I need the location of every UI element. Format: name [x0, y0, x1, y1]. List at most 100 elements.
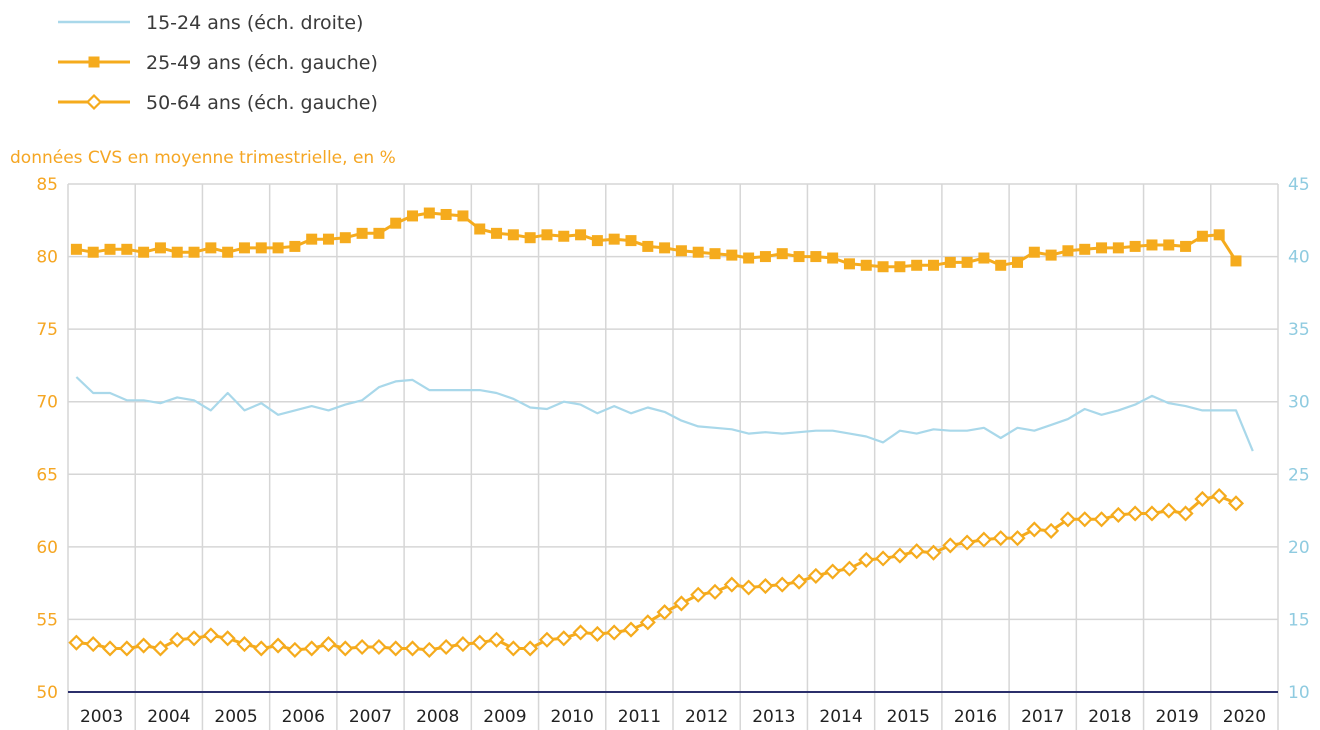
data-point: [303, 640, 320, 657]
x-tick-label: 2017: [1021, 707, 1064, 727]
data-point: [827, 252, 839, 264]
data-point: [1096, 242, 1108, 254]
data-point: [236, 636, 253, 653]
data-point: [390, 217, 402, 229]
data-point: [238, 242, 250, 254]
right-tick-label: 15: [1288, 610, 1310, 630]
data-point: [656, 604, 673, 621]
data-point: [1196, 230, 1208, 242]
x-tick-label: 2020: [1223, 707, 1266, 727]
data-point: [558, 230, 570, 242]
data-point: [387, 640, 404, 657]
data-point: [1076, 511, 1093, 528]
data-point: [1009, 530, 1026, 547]
left-tick-label: 85: [36, 175, 58, 195]
right-tick-label: 35: [1288, 320, 1310, 340]
data-point: [877, 261, 889, 273]
data-point: [202, 627, 219, 644]
data-point: [978, 252, 990, 264]
right-tick-label: 40: [1288, 248, 1310, 268]
data-point: [440, 208, 452, 220]
x-tick-label: 2004: [147, 707, 190, 727]
data-point: [1160, 502, 1177, 519]
data-point: [169, 631, 186, 648]
data-point: [104, 243, 116, 255]
data-point: [85, 93, 103, 111]
data-point: [152, 640, 169, 657]
data-point: [524, 232, 536, 244]
right-tick-label: 45: [1288, 175, 1310, 195]
data-point: [457, 210, 469, 222]
data-point: [70, 243, 82, 255]
legend-item: 25-49 ans (éch. gauche): [58, 52, 378, 74]
x-tick-label: 2008: [416, 707, 459, 727]
data-point: [591, 235, 603, 247]
data-point: [1110, 506, 1127, 523]
data-point: [992, 530, 1009, 547]
data-point: [68, 634, 85, 651]
data-point: [488, 631, 505, 648]
data-point: [793, 251, 805, 263]
data-point: [1093, 511, 1110, 528]
data-point: [575, 229, 587, 241]
data-point: [1213, 229, 1225, 241]
data-point: [101, 640, 119, 657]
data-point: [320, 636, 337, 653]
data-point: [622, 621, 640, 638]
left-tick-label: 55: [36, 610, 58, 630]
data-point: [354, 638, 371, 656]
data-point: [188, 246, 200, 258]
data-point: [219, 630, 236, 647]
grid: [67, 183, 1279, 730]
data-point: [858, 551, 875, 568]
data-point: [171, 246, 183, 258]
data-point: [824, 563, 841, 580]
data-point: [306, 233, 318, 245]
data-point: [270, 637, 287, 654]
data-point: [370, 638, 387, 656]
data-point: [608, 233, 620, 245]
data-point: [474, 223, 486, 235]
data-point: [1143, 505, 1161, 522]
data-point: [289, 240, 301, 252]
left-axis-ticks: 50 55 60 65 70 75 80 85: [36, 175, 58, 703]
x-tick-label: 2019: [1156, 707, 1199, 727]
x-tick-label: 2013: [752, 707, 795, 727]
x-tick-label: 2015: [887, 707, 930, 727]
right-tick-label: 10: [1288, 683, 1310, 703]
data-point: [807, 567, 824, 584]
data-point: [1146, 239, 1158, 251]
data-point: [975, 531, 992, 548]
data-point: [1129, 240, 1141, 252]
data-point: [339, 232, 351, 244]
data-point: [454, 636, 471, 653]
data-point: [373, 227, 385, 239]
legend-label: 15-24 ans (éch. droite): [146, 12, 363, 34]
data-point: [1045, 249, 1057, 261]
data-point: [944, 256, 956, 268]
left-tick-label: 50: [36, 683, 58, 703]
x-tick-label: 2018: [1088, 707, 1131, 727]
chart-subtitle: données CVS en moyenne trimestrielle, en…: [10, 148, 396, 168]
data-point: [925, 544, 942, 561]
data-point: [589, 625, 606, 642]
data-point: [421, 641, 438, 658]
data-point: [1028, 246, 1040, 258]
data-point: [438, 638, 455, 656]
data-point: [927, 259, 939, 271]
data-point: [690, 586, 707, 603]
data-point: [675, 245, 687, 257]
data-point: [404, 640, 421, 657]
legend-item: 15-24 ans (éch. droite): [58, 12, 363, 34]
x-tick-label: 2010: [551, 707, 594, 727]
data-point: [723, 576, 740, 593]
data-point: [726, 249, 738, 261]
data-point: [205, 242, 217, 254]
data-point: [1059, 511, 1076, 528]
x-tick-label: 2009: [483, 707, 526, 727]
data-point: [911, 259, 923, 271]
data-point: [121, 243, 133, 255]
data-point: [88, 56, 100, 68]
left-tick-label: 75: [36, 320, 58, 340]
data-point: [87, 246, 99, 258]
